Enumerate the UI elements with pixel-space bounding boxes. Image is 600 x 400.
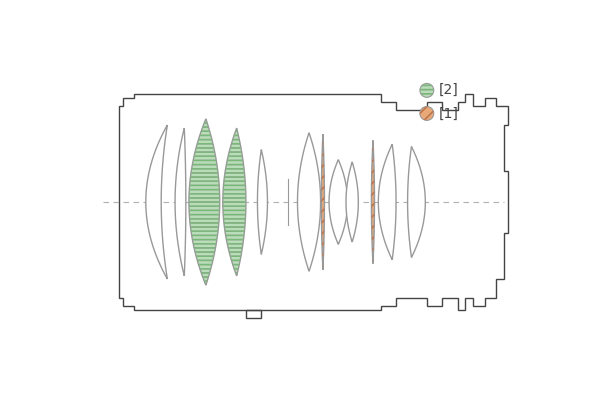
Text: [2]: [2] (439, 83, 458, 97)
Polygon shape (257, 150, 268, 254)
Polygon shape (329, 160, 347, 244)
Polygon shape (223, 128, 246, 276)
Text: [1]: [1] (439, 106, 458, 120)
Circle shape (420, 106, 434, 120)
Polygon shape (298, 133, 320, 271)
Polygon shape (322, 134, 325, 270)
Polygon shape (346, 162, 358, 242)
Polygon shape (371, 140, 374, 264)
Polygon shape (189, 119, 220, 285)
Polygon shape (407, 146, 425, 258)
Circle shape (420, 84, 434, 97)
Polygon shape (379, 144, 396, 260)
Polygon shape (146, 125, 167, 279)
Polygon shape (175, 128, 186, 276)
